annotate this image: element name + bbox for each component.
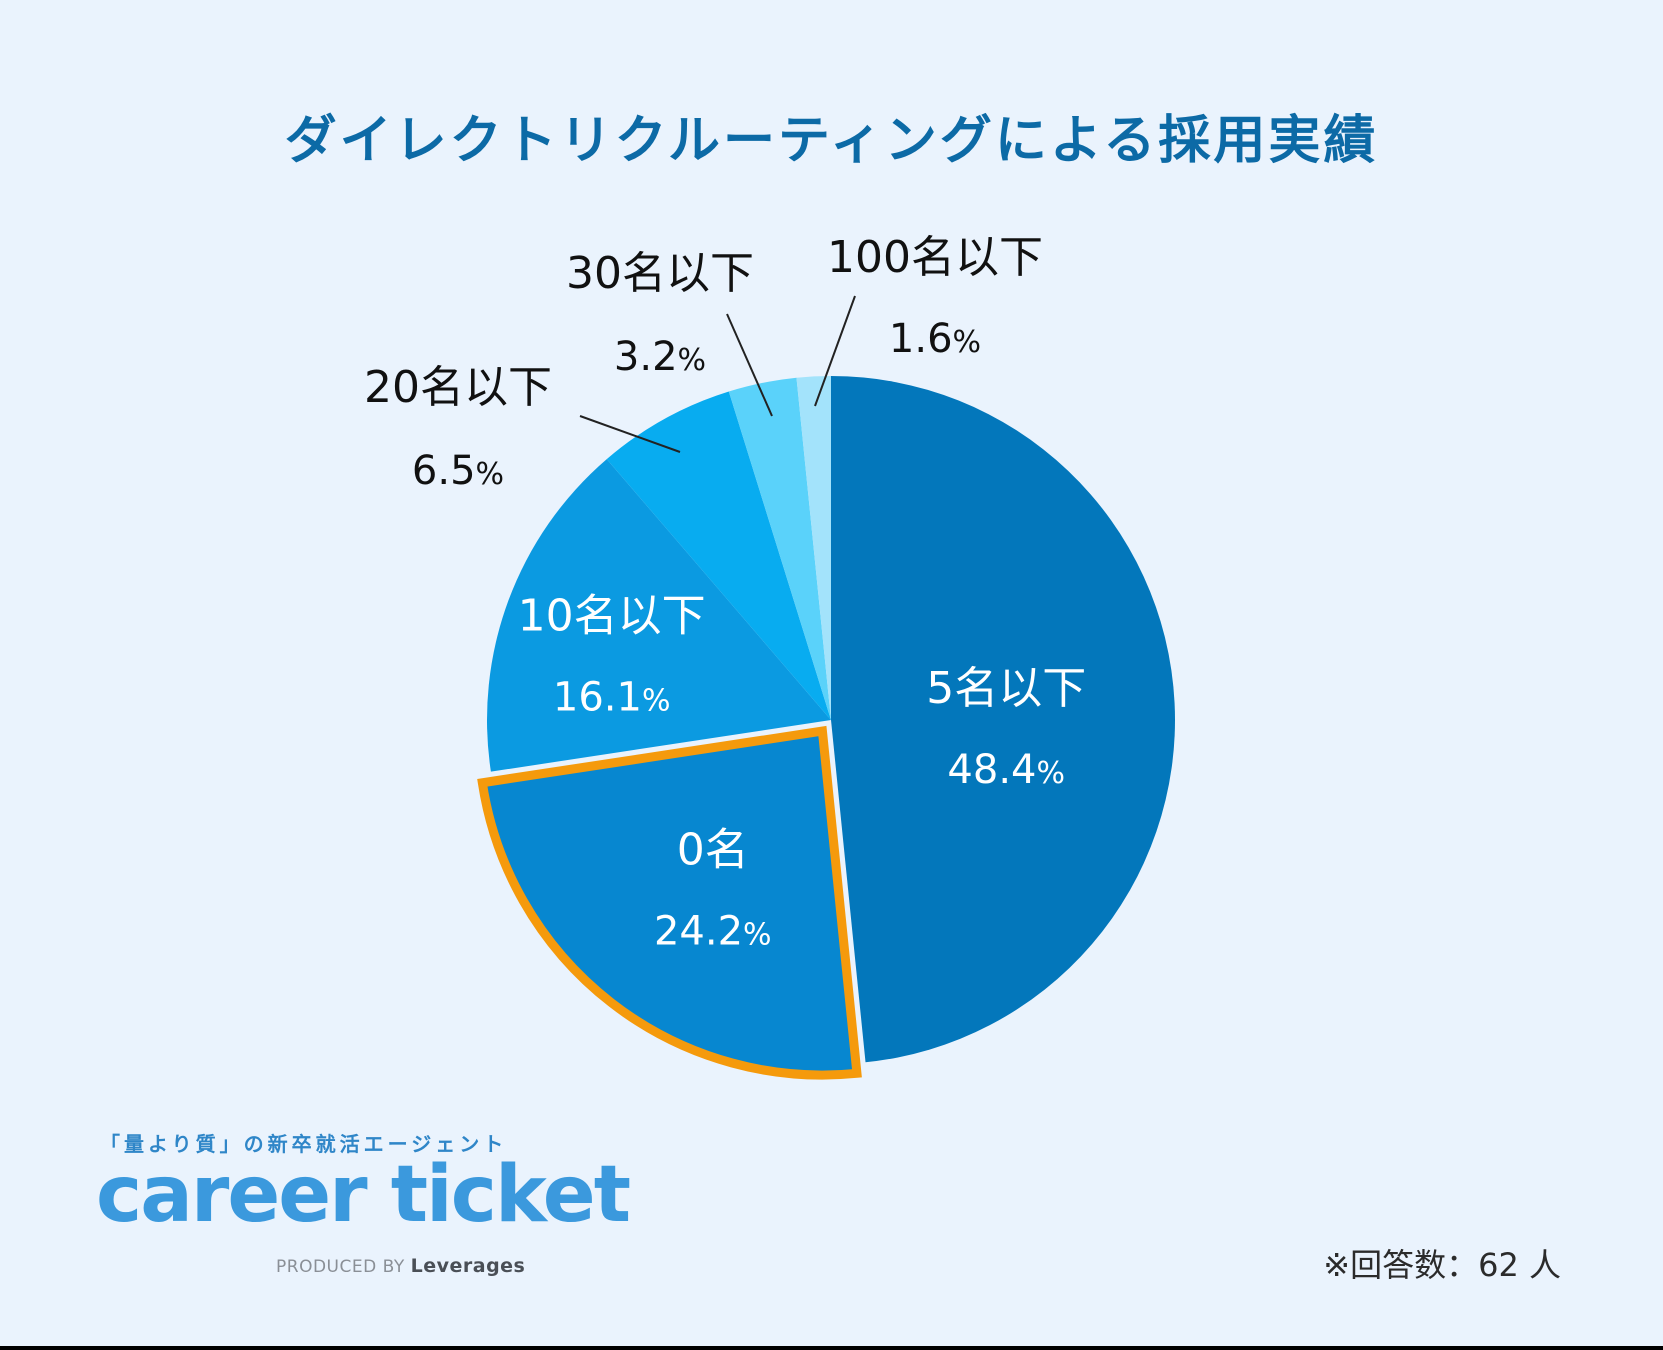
leader-line-20-or-fewer [579, 415, 681, 453]
leader-line-100-or-fewer [814, 295, 856, 407]
slice-30-or-fewer [728, 377, 831, 720]
value-100-or-fewer: 1.6% [889, 316, 981, 362]
slice-100-or-fewer [796, 376, 831, 720]
leverages-brand: Leverages [410, 1255, 526, 1277]
highlight-outline [477, 725, 862, 1080]
career-ticket-logo: career ticket [96, 1150, 631, 1240]
slice-10-or-fewer [487, 459, 831, 772]
label-20-or-fewer: 20名以下 [364, 362, 552, 413]
produced-by: PRODUCED BY Leverages [276, 1255, 525, 1277]
slice-5-or-fewer [831, 376, 1175, 1063]
leader-line-30-or-fewer [726, 313, 773, 417]
label-100-or-fewer: 100名以下 [827, 232, 1043, 283]
label-10-or-fewer: 10名以下 [518, 591, 706, 642]
slice-0 [482, 731, 857, 1076]
bottom-border [0, 1346, 1663, 1350]
label-30-or-fewer: 30名以下 [566, 248, 754, 299]
logo-tagline: 「量より質」の新卒就活エージェント [100, 1132, 508, 1156]
value-30-or-fewer: 3.2% [614, 334, 706, 380]
label-0: 0名 [677, 824, 749, 875]
response-count-note: ※回答数：62 人 [1323, 1246, 1561, 1284]
value-20-or-fewer: 6.5% [412, 448, 504, 494]
chart-title: ダイレクトリクルーティングによる採用実績 [284, 111, 1379, 171]
label-5-or-fewer: 5名以下 [926, 663, 1086, 714]
slice-20-or-fewer [606, 391, 831, 720]
produced-by-label: PRODUCED BY [276, 1257, 405, 1277]
